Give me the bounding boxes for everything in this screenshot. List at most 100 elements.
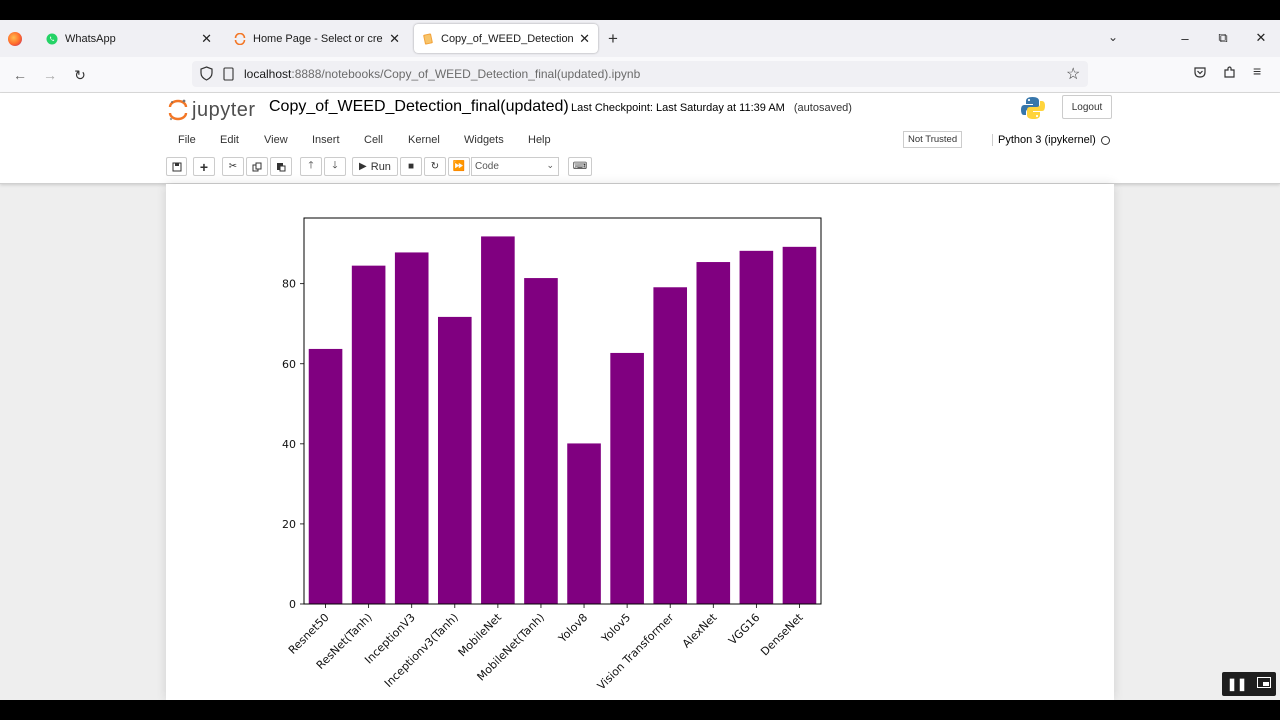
firefox-logo-icon[interactable]: [8, 32, 22, 46]
notebook-tab-icon: [422, 32, 434, 45]
tab-whatsapp[interactable]: WhatsApp ✕: [38, 24, 220, 53]
y-tick-label: 0: [289, 598, 296, 611]
restart-run-all-icon[interactable]: ⏩: [448, 157, 470, 176]
notebook-title[interactable]: Copy_of_WEED_Detection_final(updated): [269, 98, 569, 115]
chart-bar: [696, 262, 731, 604]
chart-bar: [567, 443, 601, 604]
chart-bar: [739, 250, 774, 604]
stop-icon[interactable]: ■: [400, 157, 422, 176]
menu-icon[interactable]: ≡: [1253, 63, 1262, 79]
checkpoint-text: Last Checkpoint: Last Saturday at 11:39 …: [571, 102, 785, 114]
url-text[interactable]: localhost:8888/notebooks/Copy_of_WEED_De…: [244, 67, 640, 81]
bookmark-star-icon[interactable]: ☆: [1066, 66, 1081, 83]
url-host: localhost: [244, 67, 292, 81]
play-icon: ▶: [359, 161, 367, 172]
menu-file[interactable]: File: [178, 134, 196, 146]
trust-status-button[interactable]: Not Trusted: [903, 131, 963, 148]
kernel-idle-icon: [1101, 136, 1110, 145]
close-tab-icon[interactable]: ✕: [579, 30, 590, 46]
chart-bar: [351, 265, 386, 604]
jupyter-logo-icon: [168, 99, 188, 121]
whatsapp-icon: [46, 33, 58, 45]
save-icon[interactable]: [166, 157, 187, 176]
url-path: :8888/notebooks/Copy_of_WEED_Detection_f…: [291, 67, 641, 81]
x-tick-label: AlexNet: [680, 610, 720, 650]
menu-cell[interactable]: Cell: [364, 134, 383, 146]
menu-insert[interactable]: Insert: [312, 134, 340, 146]
page-info-icon[interactable]: [223, 67, 234, 86]
checkpoint-status: Last Checkpoint: Last Saturday at 11:39 …: [571, 102, 852, 114]
y-tick-label: 60: [282, 358, 296, 371]
x-tick-label: Vision Transformer: [595, 611, 677, 693]
chart-bar: [437, 316, 472, 604]
back-icon[interactable]: ←: [13, 67, 27, 83]
chart-bar: [394, 252, 429, 605]
x-tick-label: Yolov5: [598, 611, 633, 646]
browser-window: WhatsApp ✕ Home Page - Select or create …: [0, 20, 1280, 700]
address-bar[interactable]: localhost:8888/notebooks/Copy_of_WEED_De…: [192, 61, 1088, 87]
cut-icon[interactable]: ✂: [222, 157, 244, 176]
chart-bar: [782, 246, 817, 604]
pocket-icon[interactable]: [1193, 65, 1207, 84]
extensions-icon[interactable]: [1223, 65, 1237, 84]
jupyter-header: jupyter Copy_of_WEED_Detection_final(upd…: [0, 93, 1280, 184]
chevron-down-icon: ⌄: [546, 160, 554, 170]
tab-notebook[interactable]: Copy_of_WEED_Detection_fina ✕: [414, 24, 598, 53]
new-tab-icon[interactable]: +: [608, 29, 618, 48]
picture-in-picture-icon[interactable]: [1257, 675, 1272, 693]
tab-strip: WhatsApp ✕ Home Page - Select or create …: [0, 20, 1280, 57]
cell-type-select[interactable]: Code ⌄: [471, 157, 559, 176]
menu-kernel[interactable]: Kernel: [408, 134, 440, 146]
tab-title: WhatsApp: [65, 32, 116, 45]
x-tick-label: Inceptionv3(Tanh): [382, 611, 461, 690]
move-down-icon[interactable]: 🡓: [324, 157, 346, 176]
notebook-toolbar: + ✂ 🡑 🡓 ▶ Run ■ ↻ ⏩ Code ⌄ ⌨: [166, 157, 1114, 179]
chart-bar: [653, 287, 688, 604]
y-tick-label: 40: [282, 438, 296, 451]
close-window-icon[interactable]: ✕: [1255, 30, 1267, 45]
kernel-name: Python 3 (ipykernel): [992, 134, 1096, 146]
close-tab-icon[interactable]: ✕: [201, 30, 212, 46]
y-tick-label: 80: [282, 278, 296, 291]
reload-icon[interactable]: ↻: [74, 66, 86, 83]
copy-icon[interactable]: [246, 157, 268, 176]
logout-button[interactable]: Logout: [1062, 95, 1112, 119]
x-tick-label: Resnet50: [286, 611, 332, 657]
tab-home-page[interactable]: Home Page - Select or create a ✕: [226, 24, 408, 53]
chart-bar: [610, 352, 644, 604]
media-controls: ❚❚: [1222, 672, 1276, 696]
menu-bar: File Edit View Insert Cell Kernel Widget…: [166, 128, 1114, 154]
jupyter-logo[interactable]: jupyter: [168, 97, 256, 123]
run-button[interactable]: ▶ Run: [352, 157, 398, 176]
restart-icon[interactable]: ↻: [424, 157, 446, 176]
navigation-bar: ← → ↻ localhost:8888/notebooks/Copy_of_W…: [0, 57, 1280, 93]
y-tick-label: 20: [282, 518, 296, 531]
list-tabs-icon[interactable]: ⌄: [1108, 30, 1119, 44]
menu-widgets[interactable]: Widgets: [464, 134, 504, 146]
chart-bar: [308, 348, 343, 604]
forward-icon[interactable]: →: [43, 67, 57, 83]
plot-frame: [303, 217, 822, 605]
insert-cell-icon[interactable]: +: [193, 157, 215, 176]
notebook-container: Resnet50 ResNet(Tanh) InceptionV3 Inception…: [166, 184, 1114, 700]
tab-title: Copy_of_WEED_Detection_fina: [441, 32, 574, 45]
paste-icon[interactable]: [270, 157, 292, 176]
python-logo-icon: [1020, 95, 1046, 126]
output-bar-chart: Resnet50ResNet(Tanh)InceptionV3Inception…: [282, 217, 822, 693]
x-tick-label: VGG16: [726, 611, 762, 647]
pause-icon[interactable]: ❚❚: [1226, 677, 1248, 691]
minimize-icon[interactable]: –: [1181, 30, 1189, 46]
close-tab-icon[interactable]: ✕: [389, 30, 400, 46]
move-up-icon[interactable]: 🡑: [300, 157, 322, 176]
menu-edit[interactable]: Edit: [220, 134, 239, 146]
restore-icon[interactable]: ⧉: [1218, 30, 1228, 45]
keyboard-icon[interactable]: ⌨: [568, 157, 592, 176]
menu-help[interactable]: Help: [528, 134, 551, 146]
x-tick-label: Yolov8: [555, 611, 590, 646]
menu-view[interactable]: View: [264, 134, 288, 146]
tab-title: Home Page - Select or create a: [253, 32, 383, 45]
cell-type-value: Code: [475, 161, 499, 172]
jupyter-logo-text: jupyter: [192, 98, 256, 121]
run-label: Run: [370, 160, 391, 173]
shield-icon[interactable]: [200, 66, 213, 86]
